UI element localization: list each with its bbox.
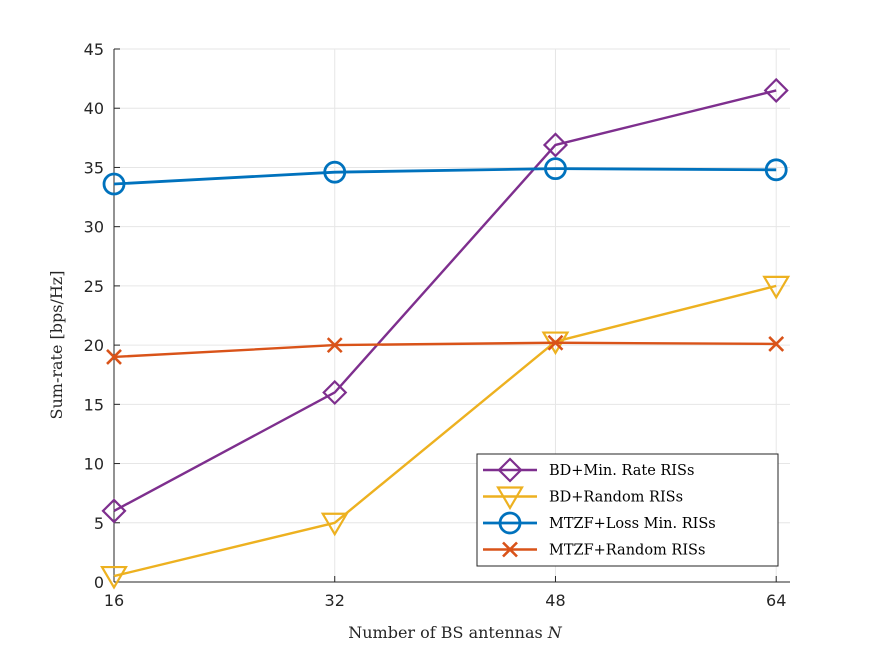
series	[100, 77, 791, 590]
x-axis-title: Number of BS antennas N	[348, 623, 563, 642]
x-axis-title-text: Number of BS antennas	[348, 623, 542, 642]
data-point-circle	[764, 158, 788, 182]
x-axis-title-symbol: N	[547, 623, 563, 642]
legend-entry: MTZF+Loss Min. RISs	[483, 511, 716, 535]
data-point-diamond	[763, 77, 789, 104]
data-point-circle	[544, 157, 567, 181]
data-point-diamond	[322, 379, 348, 406]
y-tick-label: 45	[84, 40, 104, 59]
data-point-diamond	[101, 498, 127, 524]
data-point-x	[502, 541, 518, 558]
legend-entry: MTZF+Random RISs	[483, 541, 705, 559]
series-line	[113, 89, 777, 512]
data-point-x	[768, 336, 785, 352]
y-tick-label: 25	[84, 277, 104, 296]
x-tick-label: 64	[766, 591, 786, 610]
series-3	[106, 334, 785, 365]
grid	[113, 48, 790, 583]
series-0	[101, 77, 789, 524]
y-tick-label: 40	[84, 99, 104, 118]
legend-entry: BD+Min. Rate RISs	[483, 457, 694, 483]
series-2	[102, 157, 788, 196]
series-line	[113, 341, 777, 359]
series-1	[100, 275, 791, 590]
legend: BD+Min. Rate RISs BD+Random RISs MTZF+Loss…	[476, 453, 779, 567]
y-tick-label: 30	[84, 218, 104, 237]
y-axis-title: Sum-rate [bps/Hz]	[47, 271, 66, 420]
x-tick-label: 48	[545, 591, 565, 610]
data-point-diamond	[542, 132, 569, 158]
legend-entry: BD+Random RISs	[483, 486, 683, 511]
y-tick-label: 35	[84, 158, 104, 177]
x-tick-label: 16	[104, 591, 124, 610]
y-tick-label: 20	[84, 336, 104, 355]
series-line	[113, 284, 777, 578]
data-point-x	[326, 337, 343, 354]
data-point-circle	[102, 172, 126, 196]
x-tick-label: 32	[325, 591, 345, 610]
legend-label: MTZF+Random RISs	[549, 543, 705, 559]
data-point-triangle	[100, 565, 128, 590]
data-point-triangle	[762, 275, 791, 300]
y-tick-label: 0	[94, 573, 104, 592]
axes: 0 5 10 15 20 25 30 35 40 45 16 32 48 64	[84, 40, 790, 610]
data-point-circle	[498, 511, 522, 535]
series-line	[113, 167, 777, 186]
data-point-diamond	[497, 457, 523, 483]
legend-label: BD+Min. Rate RISs	[549, 463, 694, 479]
y-tick-label: 15	[84, 395, 104, 414]
data-point-x	[106, 349, 122, 365]
data-point-triangle	[320, 512, 349, 537]
legend-label: BD+Random RISs	[549, 490, 683, 506]
legend-label: MTZF+Loss Min. RISs	[549, 516, 716, 532]
y-tick-label: 5	[94, 514, 104, 533]
y-tick-label: 10	[84, 455, 104, 474]
data-point-x	[547, 334, 564, 351]
data-point-triangle	[496, 486, 524, 511]
legend-box	[476, 453, 779, 567]
data-point-circle	[323, 160, 347, 184]
